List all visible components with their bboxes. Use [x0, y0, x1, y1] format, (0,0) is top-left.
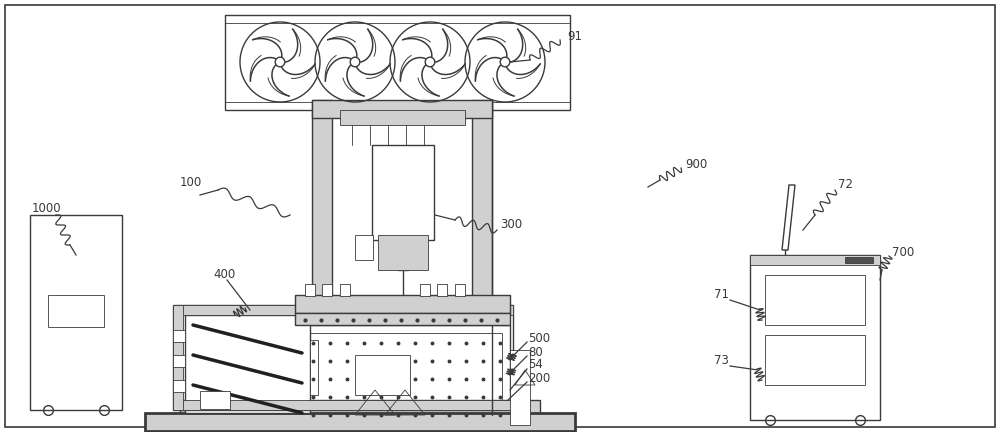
Bar: [750, 255, 880, 265]
Bar: [322, 284, 332, 296]
Bar: [305, 284, 315, 296]
Text: 700: 700: [892, 245, 914, 258]
Bar: [173, 380, 185, 392]
Text: 71: 71: [714, 289, 729, 302]
Text: 100: 100: [180, 177, 202, 190]
Bar: [173, 400, 513, 410]
Bar: [303, 333, 502, 432]
Bar: [173, 330, 185, 342]
Text: 900: 900: [685, 159, 707, 172]
Bar: [765, 335, 865, 385]
Bar: [378, 235, 428, 270]
Bar: [310, 340, 318, 395]
Bar: [420, 284, 430, 296]
Bar: [200, 391, 230, 409]
Bar: [845, 257, 873, 263]
Bar: [48, 295, 104, 327]
Text: 72: 72: [838, 178, 853, 191]
Bar: [295, 325, 510, 432]
Text: 91: 91: [567, 31, 582, 44]
Bar: [472, 100, 492, 400]
Bar: [312, 100, 492, 118]
Text: 300: 300: [500, 219, 522, 232]
Text: 73: 73: [714, 353, 729, 366]
Text: 80: 80: [528, 346, 543, 359]
Bar: [355, 235, 373, 260]
Bar: [510, 350, 530, 425]
Bar: [295, 313, 510, 325]
Bar: [173, 305, 513, 410]
Bar: [455, 284, 465, 296]
Bar: [312, 100, 332, 400]
Bar: [340, 284, 350, 296]
Text: 500: 500: [528, 331, 550, 344]
Text: 400: 400: [213, 269, 235, 282]
Bar: [340, 110, 465, 125]
Bar: [372, 145, 434, 240]
Bar: [225, 15, 570, 110]
Bar: [173, 305, 183, 410]
Text: 54: 54: [528, 359, 543, 372]
Polygon shape: [782, 185, 795, 250]
Bar: [185, 315, 310, 413]
Text: 1000: 1000: [32, 201, 62, 215]
Bar: [750, 255, 880, 420]
Bar: [355, 355, 410, 395]
Bar: [173, 355, 185, 367]
Bar: [295, 295, 510, 313]
Bar: [437, 284, 447, 296]
Bar: [173, 305, 513, 315]
Bar: [30, 215, 122, 410]
Bar: [765, 275, 865, 325]
Bar: [180, 400, 540, 415]
Bar: [145, 413, 575, 431]
Text: 200: 200: [528, 372, 550, 384]
